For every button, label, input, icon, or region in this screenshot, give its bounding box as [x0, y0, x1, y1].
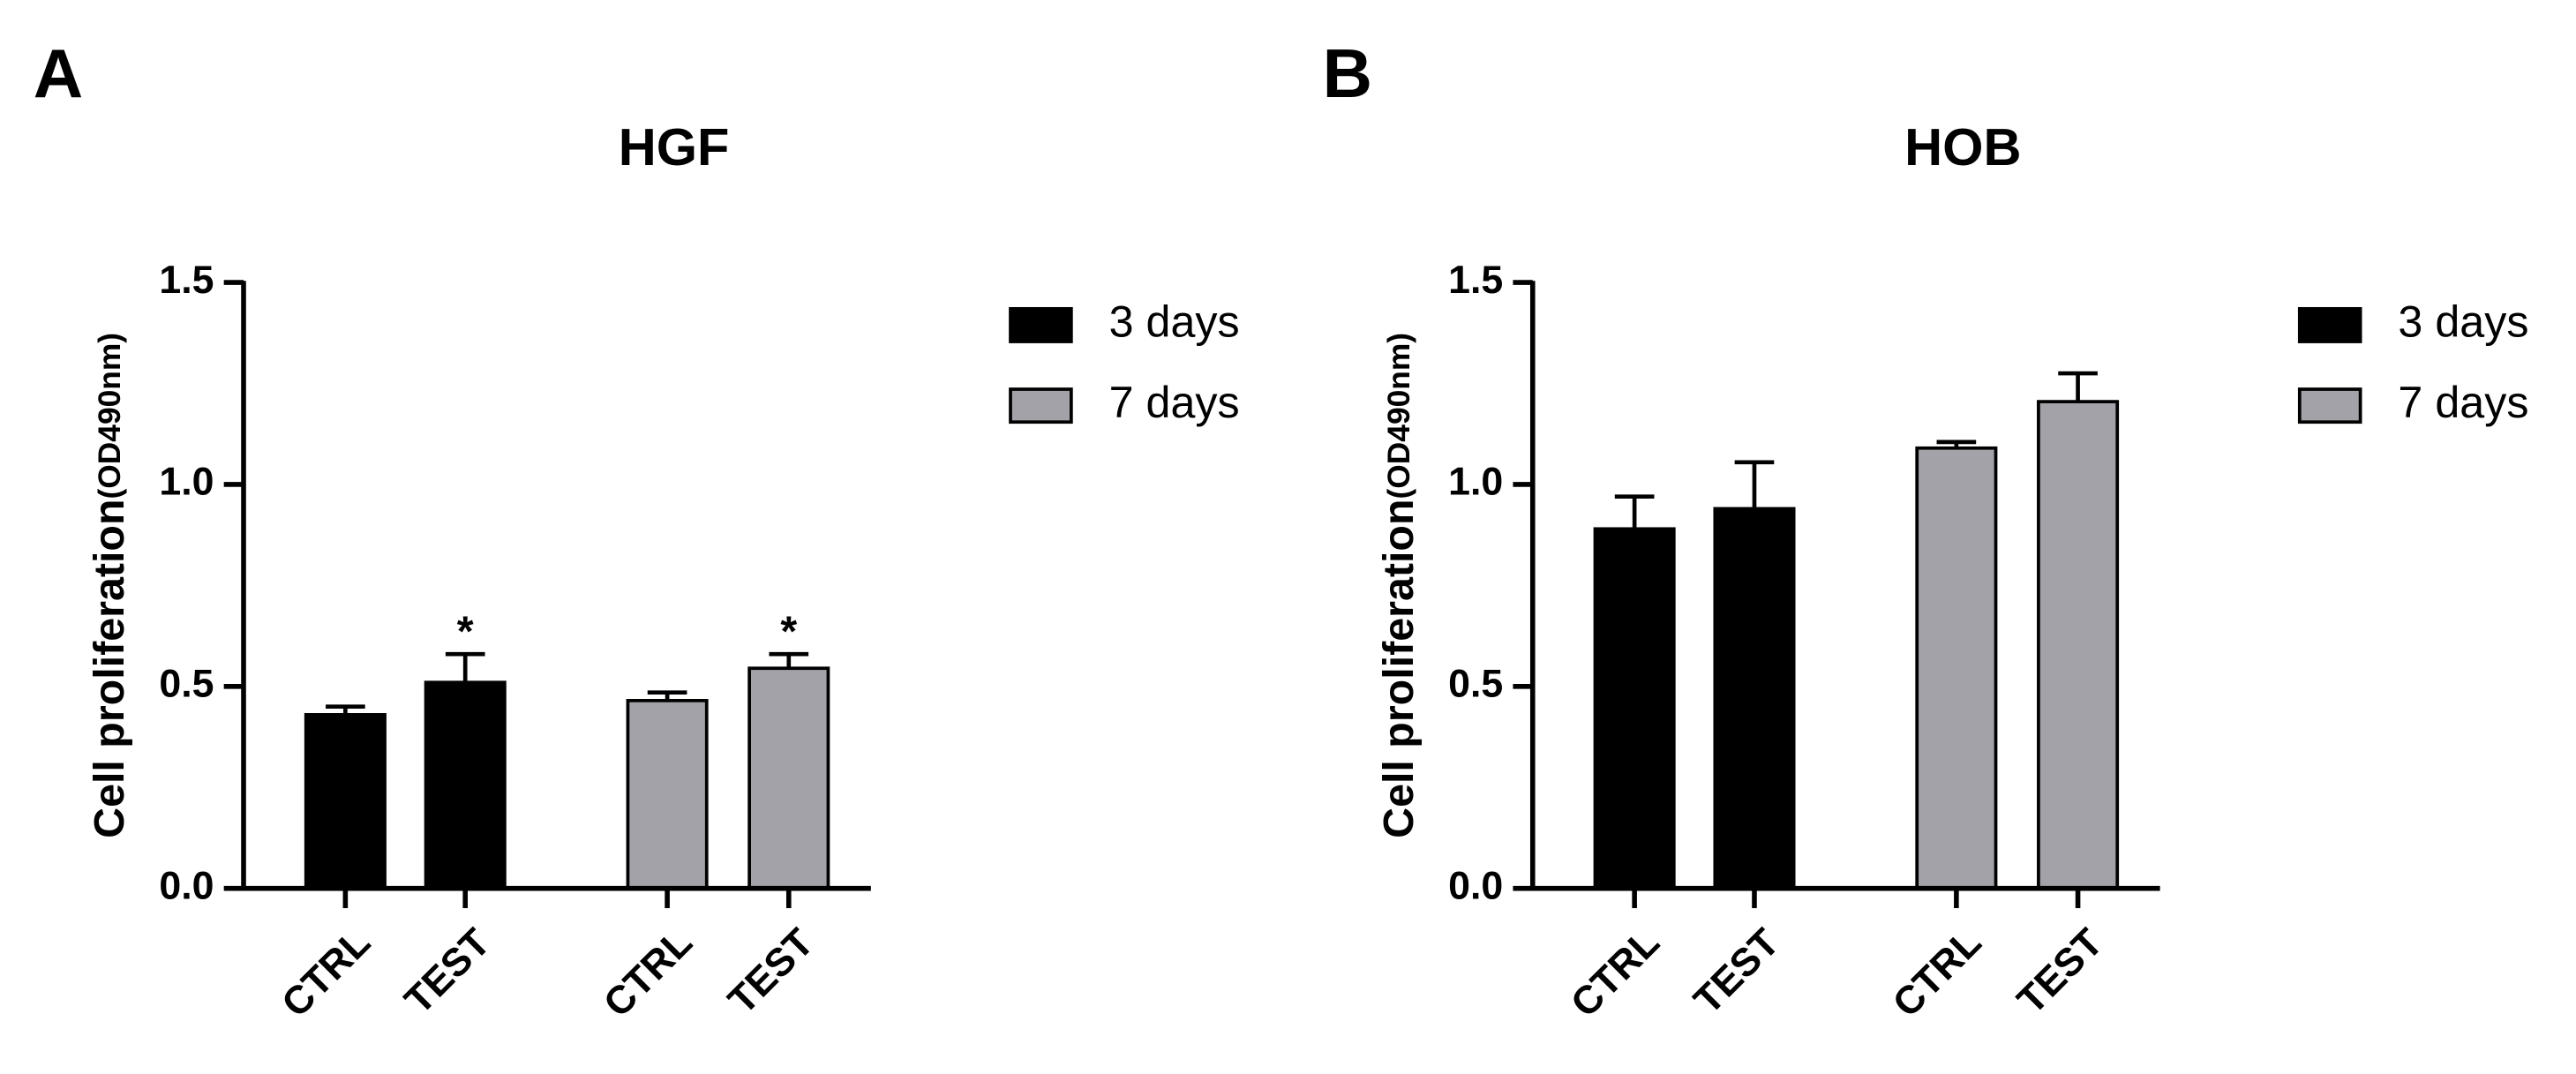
y-tick-label: 0.5 [1448, 663, 1503, 706]
legend-label: 7 days [1109, 378, 1240, 427]
legend-swatch [1009, 387, 1073, 424]
y-axis-label: Cell proliferation(OD490nm) [1375, 333, 1423, 838]
x-tick-label: TEST [1686, 920, 1787, 1022]
y-axis-label-text: Cell proliferation [1375, 499, 1423, 837]
panel-label: B [1323, 34, 1372, 112]
y-axis-label-unit: (OD490nm) [93, 333, 127, 499]
y-tick-label: 0.0 [1448, 865, 1503, 908]
x-tick-label: CTRL [1885, 920, 1990, 1025]
legend-swatch [2297, 306, 2362, 343]
chart-title: HOB [1904, 117, 2021, 176]
chart-title: HGF [619, 117, 730, 176]
y-tick-label: 1.0 [1448, 461, 1503, 504]
legend-swatch [1009, 306, 1073, 343]
x-tick-label: TEST [397, 920, 499, 1022]
x-tick-label: CTRL [596, 920, 701, 1025]
y-tick-label: 1.0 [159, 461, 214, 504]
y-tick-label: 0.5 [159, 663, 214, 706]
x-tick-label: TEST [2009, 920, 2111, 1022]
y-tick-label: 1.5 [159, 259, 214, 302]
bar [2037, 400, 2120, 890]
bar [747, 666, 830, 890]
legend-label: 7 days [2398, 378, 2528, 427]
bar [1713, 507, 1796, 890]
panel-label: A [34, 34, 83, 112]
bar [424, 680, 507, 890]
significance-marker: * [780, 608, 797, 656]
y-axis-label-text: Cell proliferation [86, 499, 133, 837]
legend-swatch [2297, 387, 2362, 424]
y-axis-label-unit: (OD490nm) [1382, 333, 1416, 499]
legend-label: 3 days [1109, 297, 1240, 347]
x-tick-label: CTRL [1563, 920, 1668, 1025]
bar [304, 713, 387, 890]
legend-label: 3 days [2398, 297, 2528, 347]
bar [1915, 446, 1998, 890]
x-tick-label: CTRL [274, 920, 379, 1025]
y-tick-label: 1.5 [1448, 259, 1503, 302]
y-tick-label: 0.0 [159, 865, 214, 908]
bar [1593, 527, 1676, 890]
x-tick-label: TEST [720, 920, 822, 1022]
significance-marker: * [457, 608, 474, 656]
y-axis-label: Cell proliferation(OD490nm) [86, 333, 133, 838]
bar [626, 698, 709, 890]
